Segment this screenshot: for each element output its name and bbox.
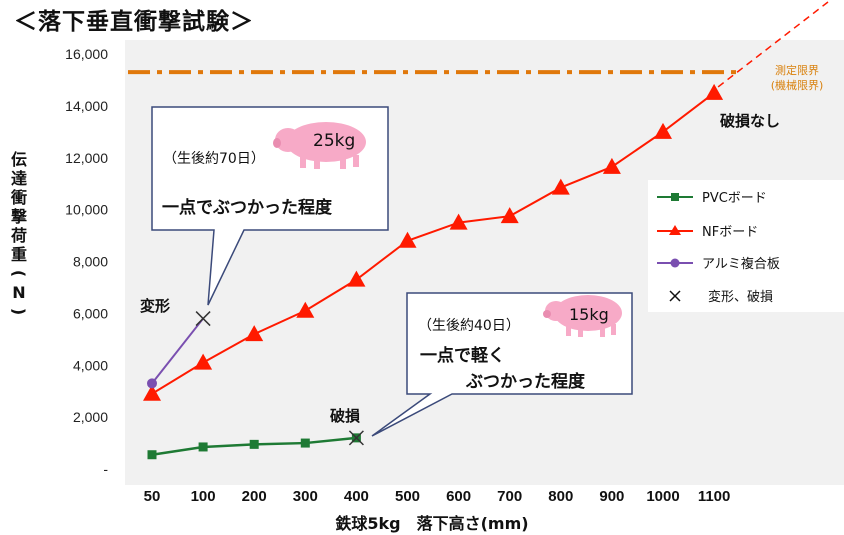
legend-pvc-marker [671,193,679,201]
legend-damage-label: 変形、破損 [708,289,773,305]
x-tick-label: 100 [191,488,216,505]
x-tick-label: 600 [446,488,471,505]
nf-data-point [500,207,519,224]
nf-data-point [245,325,264,342]
nf-data-point [398,231,417,248]
legend-x-stroke [669,290,681,302]
y-axis-title-char: 撃 [10,207,27,226]
y-axis-title-char: 達 [10,169,27,188]
series-layer [143,83,724,460]
alumi-data-point [147,378,157,389]
y-tick-label: 12,000 [65,150,108,166]
x-tick-label: 700 [497,488,522,505]
pig-leg [340,157,346,169]
legend-nf-marker [669,225,681,235]
y-axis-title-char: N [12,283,26,302]
pig-icon [273,122,366,169]
legend-alumi-label: アルミ複合板 [702,256,780,272]
legend-x-marker [669,290,681,302]
x-tick-label: 900 [599,488,624,505]
nf-data-point [296,301,315,318]
limit-label-2: (機械限界) [771,78,824,92]
pig-leg [600,326,605,337]
pig-snout [543,310,551,318]
pvc-data-point [300,438,310,448]
x-tick-label: 500 [395,488,420,505]
pvc-data-point [249,439,259,449]
y-axis-title-char: 重 [10,245,27,264]
y-axis-title-char: ) [9,307,29,316]
callout-25kg-age: （生後約70日） [163,151,265,167]
nf-data-point [347,270,366,287]
alumi-end-annotation: 変形 [140,297,170,315]
nf-data-point [143,384,161,401]
pvc-end-annotation: 破損 [330,407,361,425]
x-tick-label: 400 [344,488,369,505]
legend-box [648,180,844,312]
pig-leg [300,156,306,168]
y-tick-label: 8,000 [73,254,108,270]
limit-label-1: 測定限界 [775,63,819,77]
callout-25kg-text: 一点でぶつかった程度 [162,197,333,218]
x-tick-label: 800 [548,488,573,505]
pig-snout [273,138,281,148]
pvc-data-point [198,442,208,452]
pig-head [275,128,301,152]
pig-head [545,301,567,321]
series-line [151,92,715,395]
x-tick-label: 300 [293,488,318,505]
y-tick-label: 10,000 [65,202,108,218]
page-title: ＜落下垂直衝撃試験＞ [14,9,254,35]
y-tick-label: 16,000 [65,46,108,62]
y-axis-title: 伝達衝撃荷重 ( N) [8,150,30,321]
callout-15kg-text-2: ぶつかった程度 [465,371,586,392]
nf-data-point [551,178,570,195]
nf-data-point [194,353,213,370]
y-axis-title-char: 衝 [10,188,27,207]
y-axis-title-char: ( [9,269,29,278]
y-axis-title-char: 伝 [10,150,27,169]
callout-25kg: （生後約70日） 25kg 一点でぶつかった程度 [151,106,389,306]
y-axis-title-char: 荷 [10,226,27,245]
pig-icon [543,295,622,337]
callout-15kg-text-1: 一点で軽く [420,345,505,366]
pig-body [554,295,622,331]
legend-nf-label: NFボード [702,225,758,240]
nf-end-annotation: 破損なし [720,112,780,130]
pig-body [286,122,366,162]
x-tick-label: 50 [144,488,161,505]
pig-leg [314,157,320,169]
x-tick-label: 1100 [698,488,731,505]
x-axis-ticks: 50 100 200 300 400 500 600 700 800 900 1000 1100 [144,488,731,505]
x-tick-label: 1000 [646,488,679,505]
nf-data-point [705,83,724,100]
nf-data-point [602,157,621,174]
pvc-data-point [147,450,157,460]
pig-leg [578,326,583,337]
y-tick-label: 6,000 [73,305,108,321]
y-tick-label: 4,000 [73,357,108,373]
pig-leg [566,325,571,336]
callout-15kg-weight: 15kg [569,305,609,324]
legend: PVCボード NFボード アルミ複合板 変形、破損 [648,180,844,312]
pig-leg [611,324,616,335]
callout-15kg: （生後約40日） 15kg 一点で軽く ぶつかった程度 [371,292,633,437]
y-tick-label: - [103,461,108,477]
callout-15kg-age: （生後約40日） [418,318,520,334]
pvc-break-marker [348,430,364,446]
pig-leg [353,155,359,167]
series-line [151,317,204,385]
y-axis-ticks: - 2,000 4,000 6,000 8,000 10,000 12,000 14,000 1… [65,46,108,477]
y-tick-label: 2,000 [73,409,108,425]
alumi-deform-marker [195,311,211,327]
y-tick-label: 14,000 [65,98,108,114]
nf-data-point [654,122,672,139]
x-tick-label: 200 [242,488,267,505]
legend-pvc-label: PVCボード [702,191,767,206]
nf-data-point [449,213,468,230]
legend-alumi-marker [670,258,680,268]
x-axis-title: 鉄球5kg 落下高さ(mm) [335,514,528,533]
callout-25kg-weight: 25kg [313,131,355,151]
